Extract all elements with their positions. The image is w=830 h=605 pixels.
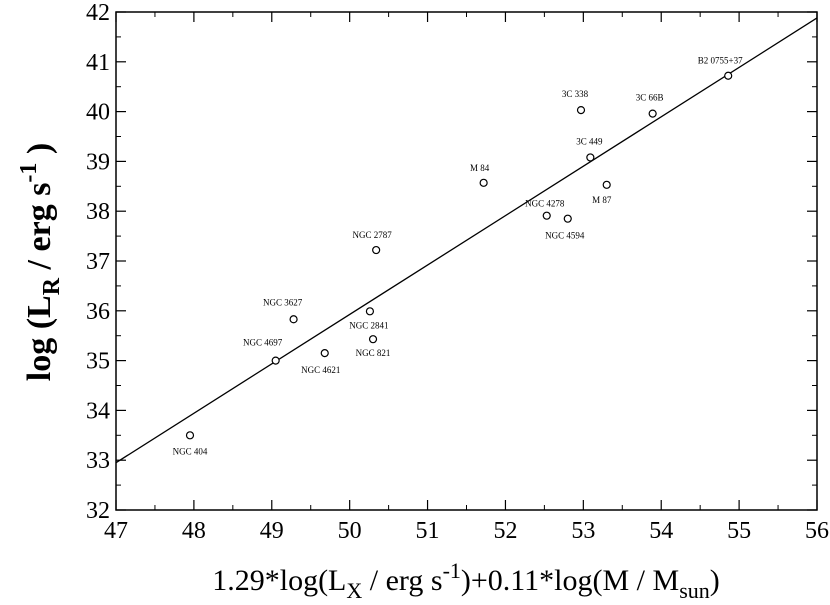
y-tick-label: 42	[86, 0, 110, 26]
point-label: NGC 4697	[243, 338, 283, 348]
point-label: NGC 3627	[263, 297, 303, 307]
x-tick-label: 52	[493, 518, 517, 544]
point-label: NGC 2841	[349, 320, 388, 330]
point-label: M 84	[470, 163, 490, 173]
data-point	[320, 349, 329, 358]
point-labels: NGC 404 NGC 4697 NGC 3627 NGC 4621 NGC 2841 N…	[173, 56, 744, 457]
x-tick-label: 53	[571, 518, 595, 544]
data-point	[365, 307, 375, 316]
data-point	[289, 315, 298, 324]
x-tick-label: 56	[805, 518, 829, 544]
data-point	[648, 109, 657, 118]
x-tick-label: 54	[649, 518, 673, 544]
x-tick-label: 47	[104, 518, 128, 544]
x-tick-label: 48	[182, 518, 206, 544]
data-points	[185, 71, 733, 440]
y-axis-title: log (LR / erg s-1 )	[16, 143, 65, 381]
y-tick-label: 38	[86, 199, 110, 225]
y-tick-label: 36	[86, 299, 110, 325]
data-point	[586, 153, 595, 162]
data-point	[368, 335, 378, 344]
y-tick-label: 32	[86, 498, 110, 524]
y-tick-label: 35	[86, 349, 110, 375]
point-label: NGC 2787	[353, 230, 393, 240]
point-label: B2 0755+37	[698, 56, 743, 66]
data-point	[185, 431, 195, 440]
data-point	[372, 245, 381, 255]
y-tick-label: 41	[86, 50, 110, 76]
fit-line-group	[115, 17, 818, 464]
y-tick-label: 40	[86, 100, 110, 126]
data-point	[542, 211, 551, 220]
point-label: NGC 821	[356, 348, 391, 358]
tick-labels: 47 48 49 50 51 52 53 54 55 56 32 33 34 35 36 37 38 39 40 41…	[86, 0, 829, 544]
data-point	[602, 180, 611, 189]
data-point	[479, 178, 488, 187]
data-point	[271, 356, 280, 365]
point-label: NGC 4594	[545, 231, 585, 241]
data-point	[724, 71, 733, 80]
point-label: NGC 404	[173, 446, 208, 456]
point-label: M 87	[592, 195, 612, 205]
y-tick-label: 34	[86, 398, 110, 424]
axis-ticks	[115, 11, 818, 511]
point-label: NGC 4278	[525, 199, 565, 209]
plot-frame	[115, 11, 818, 511]
x-tick-label: 49	[260, 518, 284, 544]
fit-line	[115, 17, 818, 464]
point-label: NGC 4621	[301, 365, 340, 375]
point-label: 3C 66B	[636, 93, 664, 103]
y-tick-label: 37	[86, 249, 110, 275]
x-tick-label: 55	[727, 518, 751, 544]
data-point	[576, 106, 586, 115]
y-tick-label: 39	[86, 149, 110, 175]
x-tick-label: 51	[416, 518, 440, 544]
point-label: 3C 338	[562, 89, 589, 99]
point-label: 3C 449	[576, 136, 603, 146]
x-tick-label: 50	[338, 518, 362, 544]
data-point	[563, 214, 572, 223]
x-axis-title: 1.29*log(LX / erg s-1)+0.11*log(M / Msun…	[212, 558, 720, 603]
y-tick-label: 33	[86, 448, 110, 474]
